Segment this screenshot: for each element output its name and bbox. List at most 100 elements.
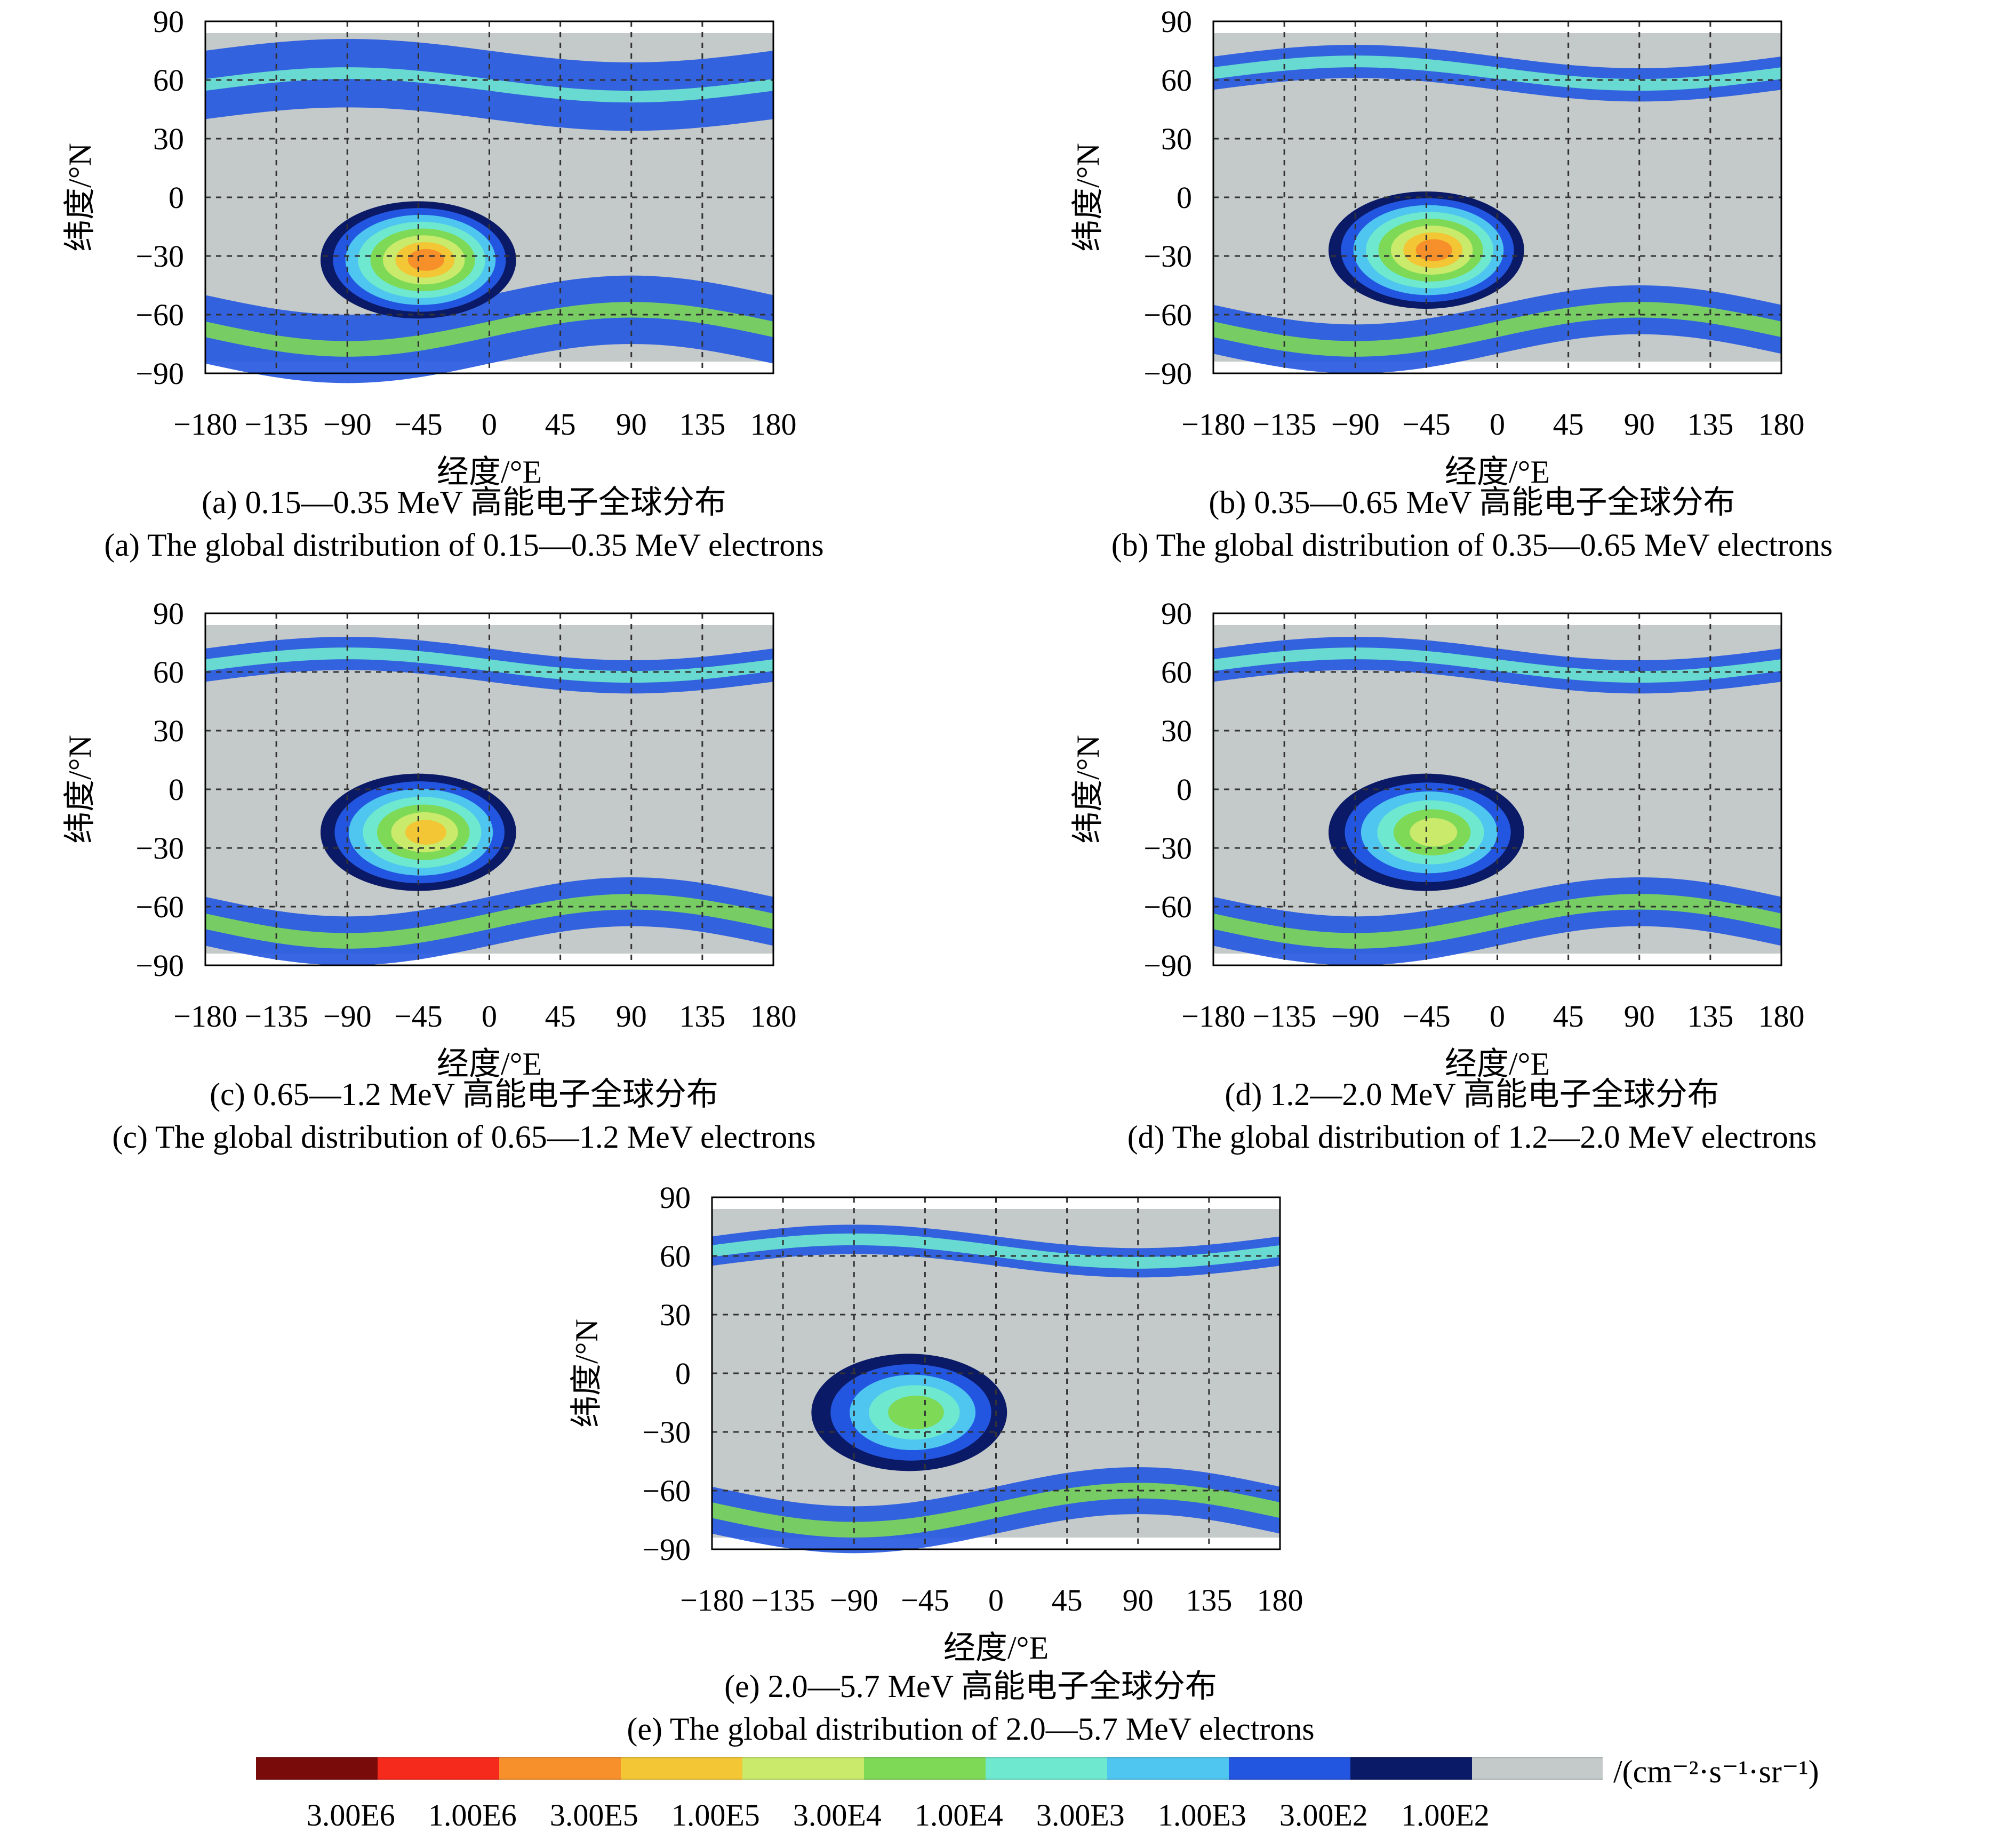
x-tick-label: 135 [1687, 999, 1733, 1034]
x-tick-label: 0 [1490, 999, 1505, 1034]
anomaly-contour-1.00E5 [405, 820, 447, 845]
x-tick-label: −45 [901, 1583, 949, 1618]
x-tick-label: −135 [1252, 407, 1316, 442]
y-tick-label: −60 [135, 890, 184, 924]
x-tick-label: 90 [616, 999, 647, 1034]
x-tick-label: 135 [1687, 407, 1733, 442]
colorbar-label: 1.00E4 [914, 1798, 1003, 1832]
y-tick-label: −60 [1143, 298, 1192, 332]
x-tick-label: 0 [1490, 407, 1505, 442]
colorbar-label: 1.00E2 [1401, 1798, 1490, 1832]
x-tick-label: −180 [1181, 999, 1245, 1034]
plot-frame [1212, 20, 1782, 374]
panel-b-plot: 90 60 30 0 −30 −60 −90 −180 −135 −90 −45 0 45 90 135 18… [1070, 4, 1805, 490]
x-tick-label: −180 [173, 999, 237, 1034]
x-tick-label: 135 [679, 407, 725, 442]
y-tick-label: 30 [660, 1298, 691, 1332]
y-tick-label: −90 [135, 356, 184, 391]
x-tick-label: −180 [1181, 407, 1245, 442]
colorbar-background-segment [1472, 1757, 1603, 1780]
x-tick-label: 90 [616, 407, 647, 442]
y-tick-label: −90 [135, 948, 184, 983]
x-axis-title: 经度/°E [943, 1630, 1049, 1666]
panel-c-caption-en: (c) The global distribution of 0.65—1.2 … [112, 1119, 816, 1155]
x-tick-label: 0 [482, 999, 497, 1034]
x-tick-label: 135 [1186, 1583, 1232, 1618]
x-tick-label: −45 [394, 999, 443, 1034]
x-tick-label: −135 [1252, 999, 1316, 1034]
colorbar-label: 1.00E3 [1157, 1798, 1246, 1832]
colorbar-label: 3.00E4 [793, 1798, 882, 1832]
y-axis-title: 纬度/°N [62, 143, 98, 252]
y-tick-label: 90 [153, 4, 184, 39]
colorbar-label: 3.00E3 [1036, 1798, 1125, 1832]
x-axis-title: 经度/°E [1445, 454, 1550, 490]
y-tick-label: 0 [1177, 772, 1192, 807]
x-tick-label: −45 [1402, 407, 1451, 442]
anomaly-contour-1.00E4 [888, 1395, 944, 1429]
x-axis-title: 经度/°E [437, 454, 542, 490]
panel-c-caption-cn: (c) 0.65—1.2 MeV 高能电子全球分布 [210, 1077, 718, 1112]
x-tick-label: −90 [323, 407, 372, 442]
x-axis-title: 经度/°E [1445, 1046, 1550, 1082]
panel-c: 90 60 30 0 −30 −60 −90 −180 −135 −90 −45 0 45 90 135 18… [37, 592, 891, 1155]
colorbar-segment [499, 1757, 621, 1780]
plot-frame [1212, 612, 1782, 966]
panel-e: 90 60 30 0 −30 −60 −90 −180 −135 −90 −45 0 45 90 135 18… [544, 1176, 1397, 1747]
colorbar-segment [256, 1757, 378, 1780]
anomaly-contour-3.00E4 [1410, 818, 1458, 847]
colorbar-segment [986, 1757, 1107, 1780]
y-tick-label: 30 [153, 122, 184, 156]
colorbar-segment [621, 1757, 742, 1780]
y-tick-label: −60 [642, 1474, 691, 1508]
x-tick-label: 90 [1624, 407, 1655, 442]
y-tick-label: 0 [675, 1356, 691, 1391]
colorbar-unit: /(cm⁻²·s⁻¹·sr⁻¹) [1613, 1754, 1819, 1789]
panel-e-caption-cn: (e) 2.0—5.7 MeV 高能电子全球分布 [724, 1669, 1217, 1704]
y-tick-label: 90 [1161, 4, 1192, 39]
plot-frame [204, 612, 774, 966]
panel-d-caption-cn: (d) 1.2—2.0 MeV 高能电子全球分布 [1225, 1077, 1719, 1112]
y-tick-label: −30 [1143, 831, 1192, 866]
y-axis-title: 纬度/°N [62, 735, 98, 844]
colorbar-label: 3.00E5 [549, 1798, 638, 1832]
y-tick-label: −30 [1143, 239, 1192, 274]
plot-frame [204, 20, 774, 374]
x-tick-label: 180 [1257, 1583, 1303, 1618]
panel-b-caption-cn: (b) 0.35—0.65 MeV 高能电子全球分布 [1209, 485, 1735, 520]
y-tick-label: −30 [135, 831, 184, 866]
x-tick-label: 45 [1553, 999, 1584, 1034]
x-tick-label: 90 [1624, 999, 1655, 1034]
x-tick-label: −90 [1331, 999, 1380, 1034]
x-tick-label: −180 [173, 407, 237, 442]
x-tick-label: −90 [1331, 407, 1380, 442]
y-tick-label: −30 [135, 239, 184, 274]
panel-c-plot: 90 60 30 0 −30 −60 −90 −180 −135 −90 −45 0 45 90 135 18… [62, 596, 797, 1082]
x-tick-label: 45 [545, 999, 576, 1034]
y-tick-label: 0 [169, 180, 184, 215]
y-tick-label: −90 [642, 1532, 691, 1567]
y-tick-label: −30 [642, 1415, 691, 1450]
panel-e-caption-en: (e) The global distribution of 2.0—5.7 M… [627, 1711, 1315, 1747]
y-tick-label: 30 [1161, 122, 1192, 156]
y-tick-label: 90 [1161, 596, 1192, 631]
y-tick-label: 0 [1177, 180, 1192, 215]
y-tick-label: 60 [660, 1239, 691, 1274]
y-tick-label: 60 [1161, 655, 1192, 690]
x-tick-label: 45 [1052, 1583, 1083, 1618]
colorbar: 3.00E6 1.00E6 3.00E5 1.00E5 3.00E4 1.00E4 3.00… [256, 1754, 1856, 1832]
x-axis-title: 经度/°E [437, 1046, 542, 1082]
anomaly-contour-3.00E5 [1415, 239, 1452, 261]
x-tick-label: −135 [751, 1583, 815, 1618]
y-tick-label: 0 [169, 772, 184, 807]
colorbar-label: 1.00E6 [428, 1798, 517, 1832]
colorbar-label: 1.00E5 [671, 1798, 760, 1832]
y-tick-label: −60 [1143, 890, 1192, 924]
colorbar-segment [378, 1757, 499, 1780]
x-tick-label: 45 [545, 407, 576, 442]
panel-b: 90 60 30 0 −30 −60 −90 −180 −135 −90 −45 0 45 90 135 18… [1045, 0, 1899, 563]
panel-b-caption-en: (b) The global distribution of 0.35—0.65… [1111, 527, 1833, 563]
y-axis-title: 纬度/°N [1070, 735, 1106, 844]
colorbar-segment [1350, 1757, 1472, 1780]
panel-e-plot: 90 60 30 0 −30 −60 −90 −180 −135 −90 −45 0 45 90 135 18… [569, 1180, 1303, 1666]
